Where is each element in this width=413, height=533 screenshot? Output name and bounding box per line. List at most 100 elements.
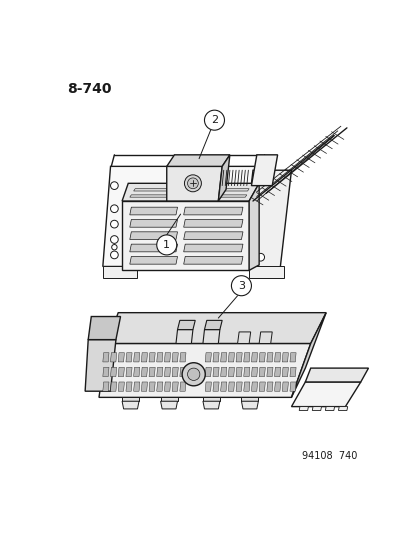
Polygon shape: [202, 398, 219, 401]
Polygon shape: [205, 353, 211, 362]
Polygon shape: [299, 407, 308, 410]
Polygon shape: [157, 353, 162, 362]
Polygon shape: [282, 353, 288, 362]
Polygon shape: [88, 317, 120, 340]
Polygon shape: [157, 367, 162, 377]
Polygon shape: [149, 367, 155, 377]
Circle shape: [182, 363, 205, 386]
Polygon shape: [235, 382, 242, 391]
Polygon shape: [259, 332, 272, 343]
Polygon shape: [204, 320, 222, 329]
Polygon shape: [241, 170, 291, 270]
Polygon shape: [126, 382, 132, 391]
Polygon shape: [164, 353, 170, 362]
Polygon shape: [305, 368, 368, 382]
Polygon shape: [338, 407, 347, 410]
Polygon shape: [110, 353, 116, 362]
Polygon shape: [157, 382, 162, 391]
Polygon shape: [202, 401, 219, 409]
Polygon shape: [183, 220, 242, 227]
Circle shape: [204, 110, 224, 130]
Text: 94108  740: 94108 740: [301, 450, 356, 461]
Polygon shape: [129, 256, 177, 264]
Text: 2: 2: [210, 115, 218, 125]
Polygon shape: [110, 382, 116, 391]
Polygon shape: [251, 155, 277, 185]
Circle shape: [256, 253, 264, 261]
Polygon shape: [266, 382, 272, 391]
Polygon shape: [164, 367, 170, 377]
Polygon shape: [311, 407, 321, 410]
Circle shape: [184, 175, 201, 192]
Polygon shape: [212, 353, 218, 362]
Polygon shape: [179, 382, 185, 391]
Polygon shape: [241, 401, 258, 409]
Polygon shape: [179, 353, 185, 362]
Polygon shape: [183, 256, 242, 264]
Polygon shape: [237, 332, 250, 343]
Polygon shape: [141, 382, 147, 391]
Polygon shape: [133, 353, 140, 362]
Polygon shape: [241, 398, 258, 401]
Circle shape: [187, 178, 198, 189]
Polygon shape: [149, 353, 155, 362]
Polygon shape: [122, 401, 139, 409]
Circle shape: [110, 220, 118, 228]
Polygon shape: [251, 367, 257, 377]
Polygon shape: [126, 353, 132, 362]
Polygon shape: [122, 201, 249, 270]
Polygon shape: [133, 367, 140, 377]
Polygon shape: [129, 195, 246, 197]
Polygon shape: [220, 367, 226, 377]
Polygon shape: [172, 353, 178, 362]
Polygon shape: [289, 353, 295, 362]
Polygon shape: [99, 343, 310, 398]
Circle shape: [262, 176, 270, 184]
Polygon shape: [228, 367, 234, 377]
Polygon shape: [129, 244, 177, 252]
Polygon shape: [282, 382, 288, 391]
Circle shape: [187, 368, 199, 381]
Polygon shape: [129, 232, 177, 239]
Polygon shape: [220, 353, 226, 362]
Text: 3: 3: [237, 281, 244, 290]
Polygon shape: [251, 353, 257, 362]
Polygon shape: [129, 207, 177, 215]
Polygon shape: [212, 367, 218, 377]
Polygon shape: [102, 166, 264, 266]
Polygon shape: [235, 367, 242, 377]
Circle shape: [112, 245, 117, 250]
Polygon shape: [85, 340, 116, 391]
Polygon shape: [325, 407, 334, 410]
Polygon shape: [243, 367, 249, 377]
Polygon shape: [259, 367, 265, 377]
Polygon shape: [274, 382, 280, 391]
Polygon shape: [274, 367, 280, 377]
Polygon shape: [243, 353, 249, 362]
Polygon shape: [133, 382, 140, 391]
Polygon shape: [218, 155, 229, 201]
Polygon shape: [274, 353, 280, 362]
Polygon shape: [205, 382, 211, 391]
Polygon shape: [235, 353, 242, 362]
Polygon shape: [172, 382, 178, 391]
Polygon shape: [251, 382, 257, 391]
Text: 1: 1: [163, 240, 170, 250]
Circle shape: [239, 256, 247, 264]
Polygon shape: [266, 353, 272, 362]
Polygon shape: [102, 353, 109, 362]
Polygon shape: [179, 367, 185, 377]
Polygon shape: [126, 367, 132, 377]
Polygon shape: [118, 353, 124, 362]
Polygon shape: [249, 266, 283, 278]
Polygon shape: [259, 353, 265, 362]
Polygon shape: [160, 398, 177, 401]
Polygon shape: [183, 244, 242, 252]
Circle shape: [157, 235, 176, 255]
Polygon shape: [249, 183, 259, 270]
Polygon shape: [176, 329, 192, 343]
Polygon shape: [291, 382, 360, 407]
Circle shape: [110, 182, 118, 189]
Polygon shape: [102, 367, 109, 377]
Polygon shape: [243, 382, 249, 391]
